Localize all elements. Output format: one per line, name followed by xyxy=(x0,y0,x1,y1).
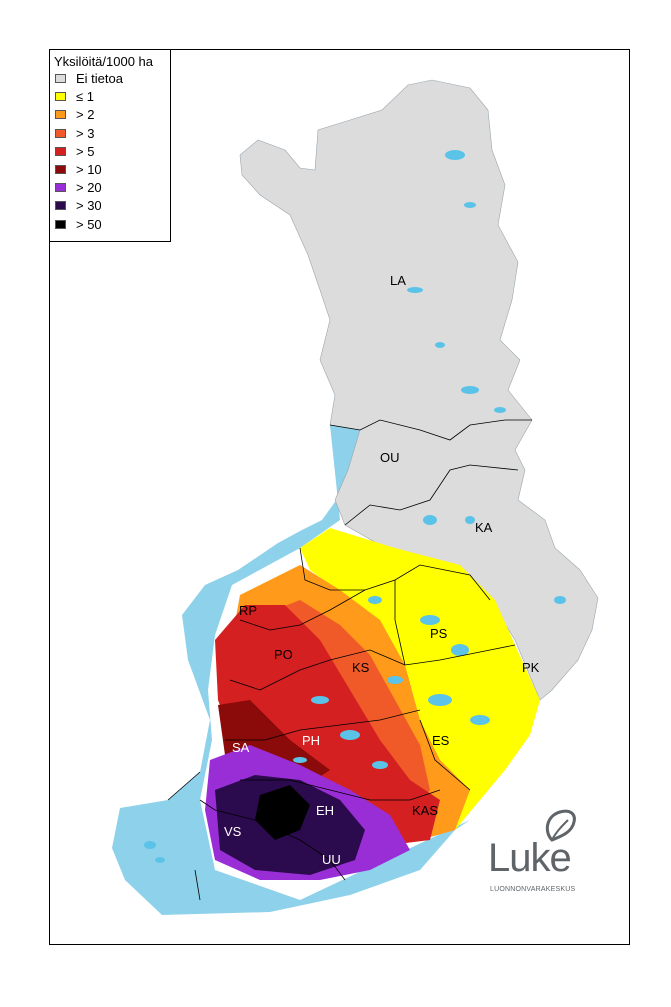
legend-label: > 20 xyxy=(76,180,102,196)
legend-swatch xyxy=(55,92,66,102)
map-legend: Yksilöitä/1000 ha Ei tietoa ≤ 1 > 2 > 3 > 5 >… xyxy=(49,49,171,242)
legend-label: > 2 xyxy=(76,107,95,123)
region-label-vs: VS xyxy=(224,824,242,839)
legend-label: > 50 xyxy=(76,216,102,232)
legend-swatch xyxy=(55,74,66,83)
legend-label: > 30 xyxy=(76,198,102,214)
legend-label: ≤ 1 xyxy=(76,89,94,105)
legend-swatch xyxy=(55,146,66,156)
legend-swatch xyxy=(55,165,66,174)
region-label-ps: PS xyxy=(430,626,448,641)
legend-swatch xyxy=(55,183,66,193)
density-zone-yellow xyxy=(300,528,540,830)
region-label-pk: PK xyxy=(522,660,540,675)
logo-wordmark: Luke xyxy=(488,836,572,880)
leaf-icon xyxy=(545,809,576,842)
region-label-ka: KA xyxy=(475,520,493,535)
logo-subtitle: LUONNONVARAKESKUS xyxy=(490,886,576,893)
legend-swatch xyxy=(55,110,66,120)
legend-title: Yksilöitä/1000 ha xyxy=(54,54,154,69)
legend-label: > 10 xyxy=(76,162,102,177)
region-label-la: LA xyxy=(390,273,406,288)
region-label-po: PO xyxy=(274,647,293,662)
legend-label: > 3 xyxy=(76,125,95,141)
density-zone-red xyxy=(215,605,440,845)
region-labels: LA OU KA RP PS PO KS PK SA PH ES EH KAS … xyxy=(224,273,540,867)
region-label-eh: EH xyxy=(316,803,334,818)
region-borders xyxy=(167,419,532,901)
region-label-rp: RP xyxy=(239,603,257,618)
region-label-ou: OU xyxy=(380,450,400,465)
region-label-es: ES xyxy=(432,733,450,748)
region-label-ks: KS xyxy=(352,660,370,675)
legend-label: Ei tietoa xyxy=(76,71,123,86)
region-label-ph: PH xyxy=(302,733,320,748)
region-label-uu: UU xyxy=(322,852,341,867)
luke-logo: Luke LUONNONVARAKESKUS xyxy=(488,809,598,912)
legend-swatch xyxy=(55,219,66,229)
sea-area xyxy=(112,425,470,915)
legend-swatch xyxy=(55,201,66,211)
legend-label: > 5 xyxy=(76,143,95,159)
lakes xyxy=(144,150,566,863)
legend-swatch xyxy=(55,128,66,138)
nodata-area xyxy=(239,79,599,701)
region-label-sa: SA xyxy=(232,740,250,755)
region-label-kas: KAS xyxy=(412,803,438,818)
